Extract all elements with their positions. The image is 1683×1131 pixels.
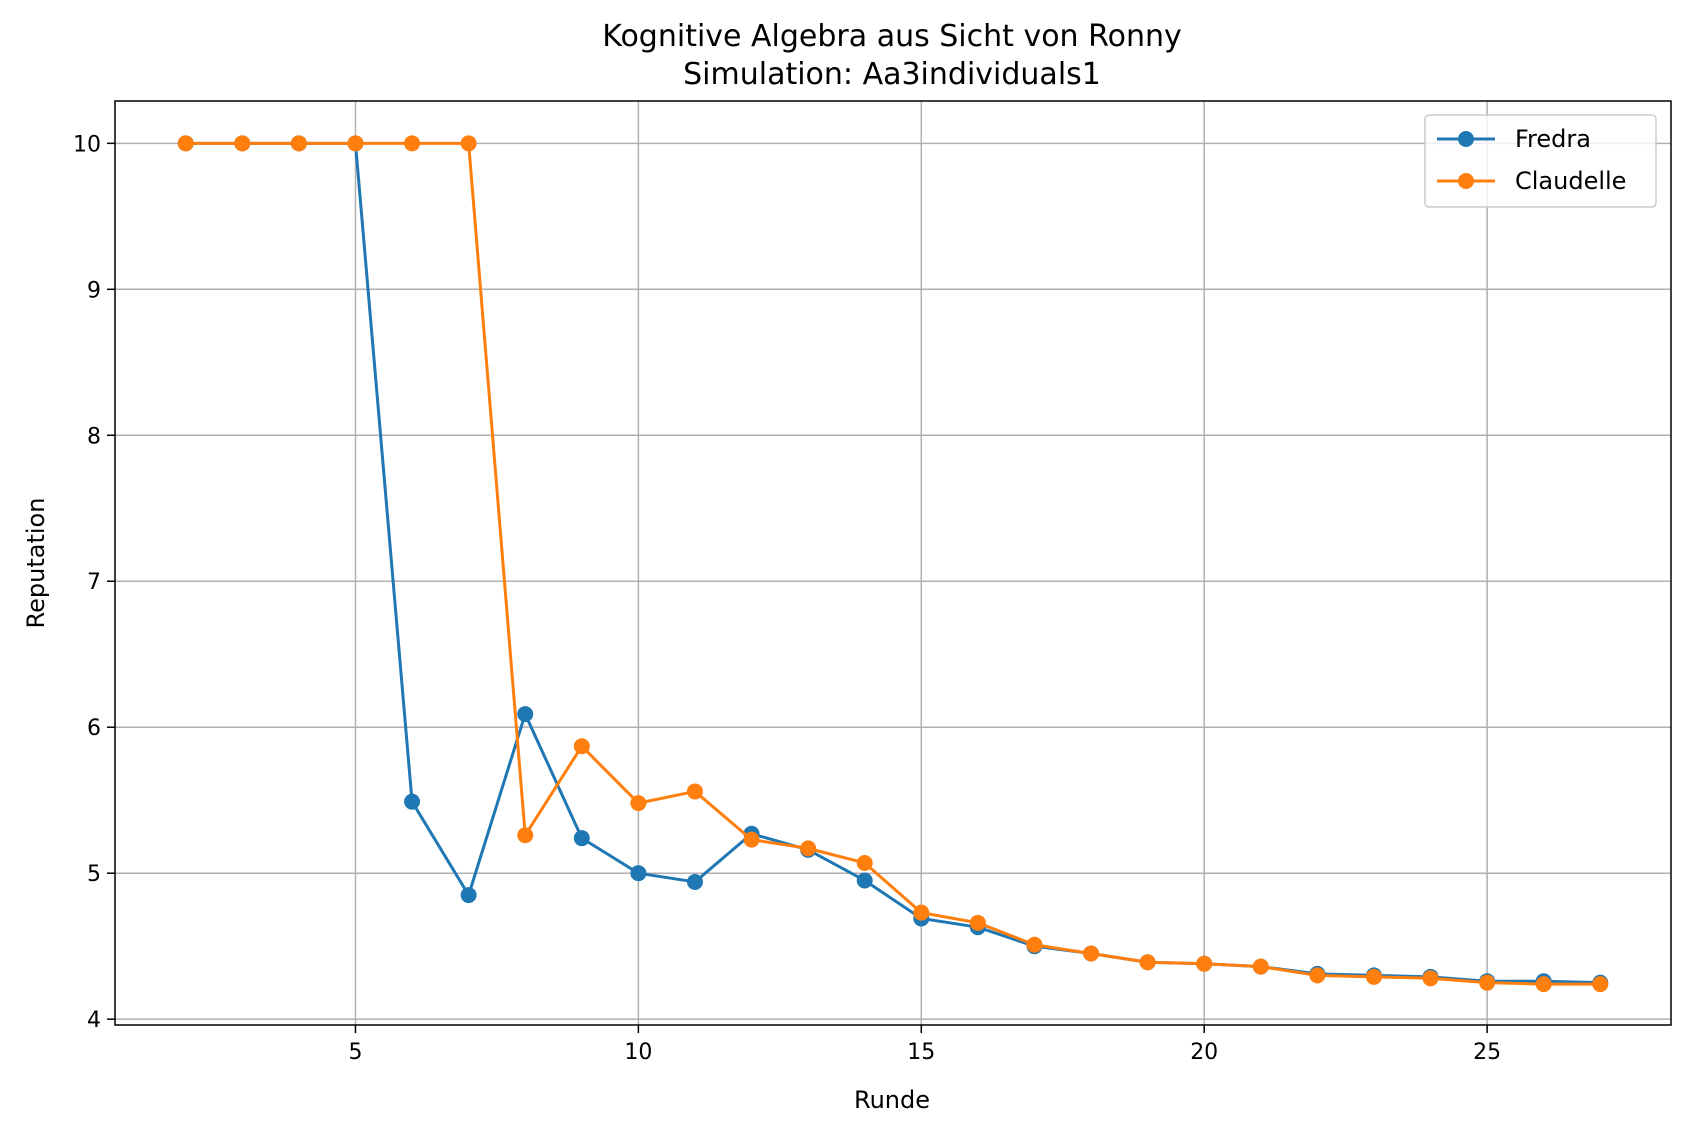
x-tick-label: 25 (1473, 1040, 1501, 1065)
data-point-claudelle (404, 135, 421, 152)
data-point-claudelle (1535, 976, 1552, 993)
data-point-claudelle (1083, 945, 1100, 962)
data-point-claudelle (1422, 970, 1439, 987)
y-tick-label: 5 (87, 862, 101, 887)
chart-title: Kognitive Algebra aus Sicht von Ronny (602, 19, 1181, 54)
data-point-fredra (573, 830, 590, 847)
data-point-claudelle (290, 135, 307, 152)
x-axis-ticks: 5 10 15 20 25 (348, 1025, 1501, 1065)
x-tick-label: 5 (348, 1040, 362, 1065)
data-point-claudelle (743, 831, 760, 848)
data-point-fredra (517, 706, 534, 723)
data-point-claudelle (1592, 976, 1609, 993)
x-axis-label: Runde (854, 1086, 930, 1114)
x-tick-label: 20 (1190, 1040, 1218, 1065)
data-point-claudelle (1139, 954, 1156, 971)
data-point-claudelle (177, 135, 194, 152)
data-point-claudelle (460, 135, 477, 152)
series-layer (177, 135, 1609, 993)
data-point-claudelle (1365, 968, 1382, 985)
y-tick-label: 4 (87, 1008, 101, 1033)
data-point-fredra (460, 887, 477, 904)
legend-marker-fredra (1458, 131, 1474, 147)
data-point-claudelle (1252, 958, 1269, 975)
data-point-claudelle (856, 854, 873, 871)
data-point-claudelle (686, 783, 703, 800)
data-point-claudelle (800, 840, 817, 857)
x-tick-label: 15 (907, 1040, 935, 1065)
data-point-claudelle (1309, 967, 1326, 984)
data-point-fredra (404, 793, 421, 810)
legend-label-claudelle: Claudelle (1515, 167, 1626, 195)
data-point-claudelle (1026, 936, 1043, 953)
data-point-claudelle (234, 135, 251, 152)
data-point-claudelle (913, 904, 930, 921)
series-claudelle (177, 135, 1609, 993)
chart-subtitle: Simulation: Aa3individuals1 (683, 57, 1101, 92)
legend-label-fredra: Fredra (1515, 125, 1591, 153)
x-tick-label: 10 (624, 1040, 652, 1065)
y-axis-ticks: 4 5 6 7 8 9 10 (73, 132, 115, 1033)
data-point-claudelle (517, 827, 534, 844)
legend: Fredra Claudelle (1424, 114, 1657, 208)
y-tick-label: 7 (87, 570, 101, 595)
data-point-claudelle (630, 795, 647, 812)
series-line-fredra (185, 141, 1601, 985)
data-point-claudelle (1196, 955, 1213, 972)
series-line-claudelle (185, 141, 1601, 986)
y-tick-label: 6 (87, 716, 101, 741)
data-point-fredra (856, 872, 873, 889)
y-tick-label: 10 (73, 132, 101, 157)
legend-marker-claudelle (1458, 173, 1474, 189)
data-point-claudelle (573, 738, 590, 755)
y-axis-label: Reputation (22, 498, 50, 629)
data-point-claudelle (1479, 974, 1496, 991)
y-tick-label: 9 (87, 278, 101, 303)
data-point-claudelle (347, 135, 364, 152)
plot-frame (114, 100, 1672, 1026)
series-fredra (177, 135, 1609, 991)
data-point-claudelle (969, 914, 986, 931)
data-point-fredra (630, 865, 647, 882)
y-tick-label: 8 (87, 424, 101, 449)
data-point-fredra (686, 873, 703, 890)
